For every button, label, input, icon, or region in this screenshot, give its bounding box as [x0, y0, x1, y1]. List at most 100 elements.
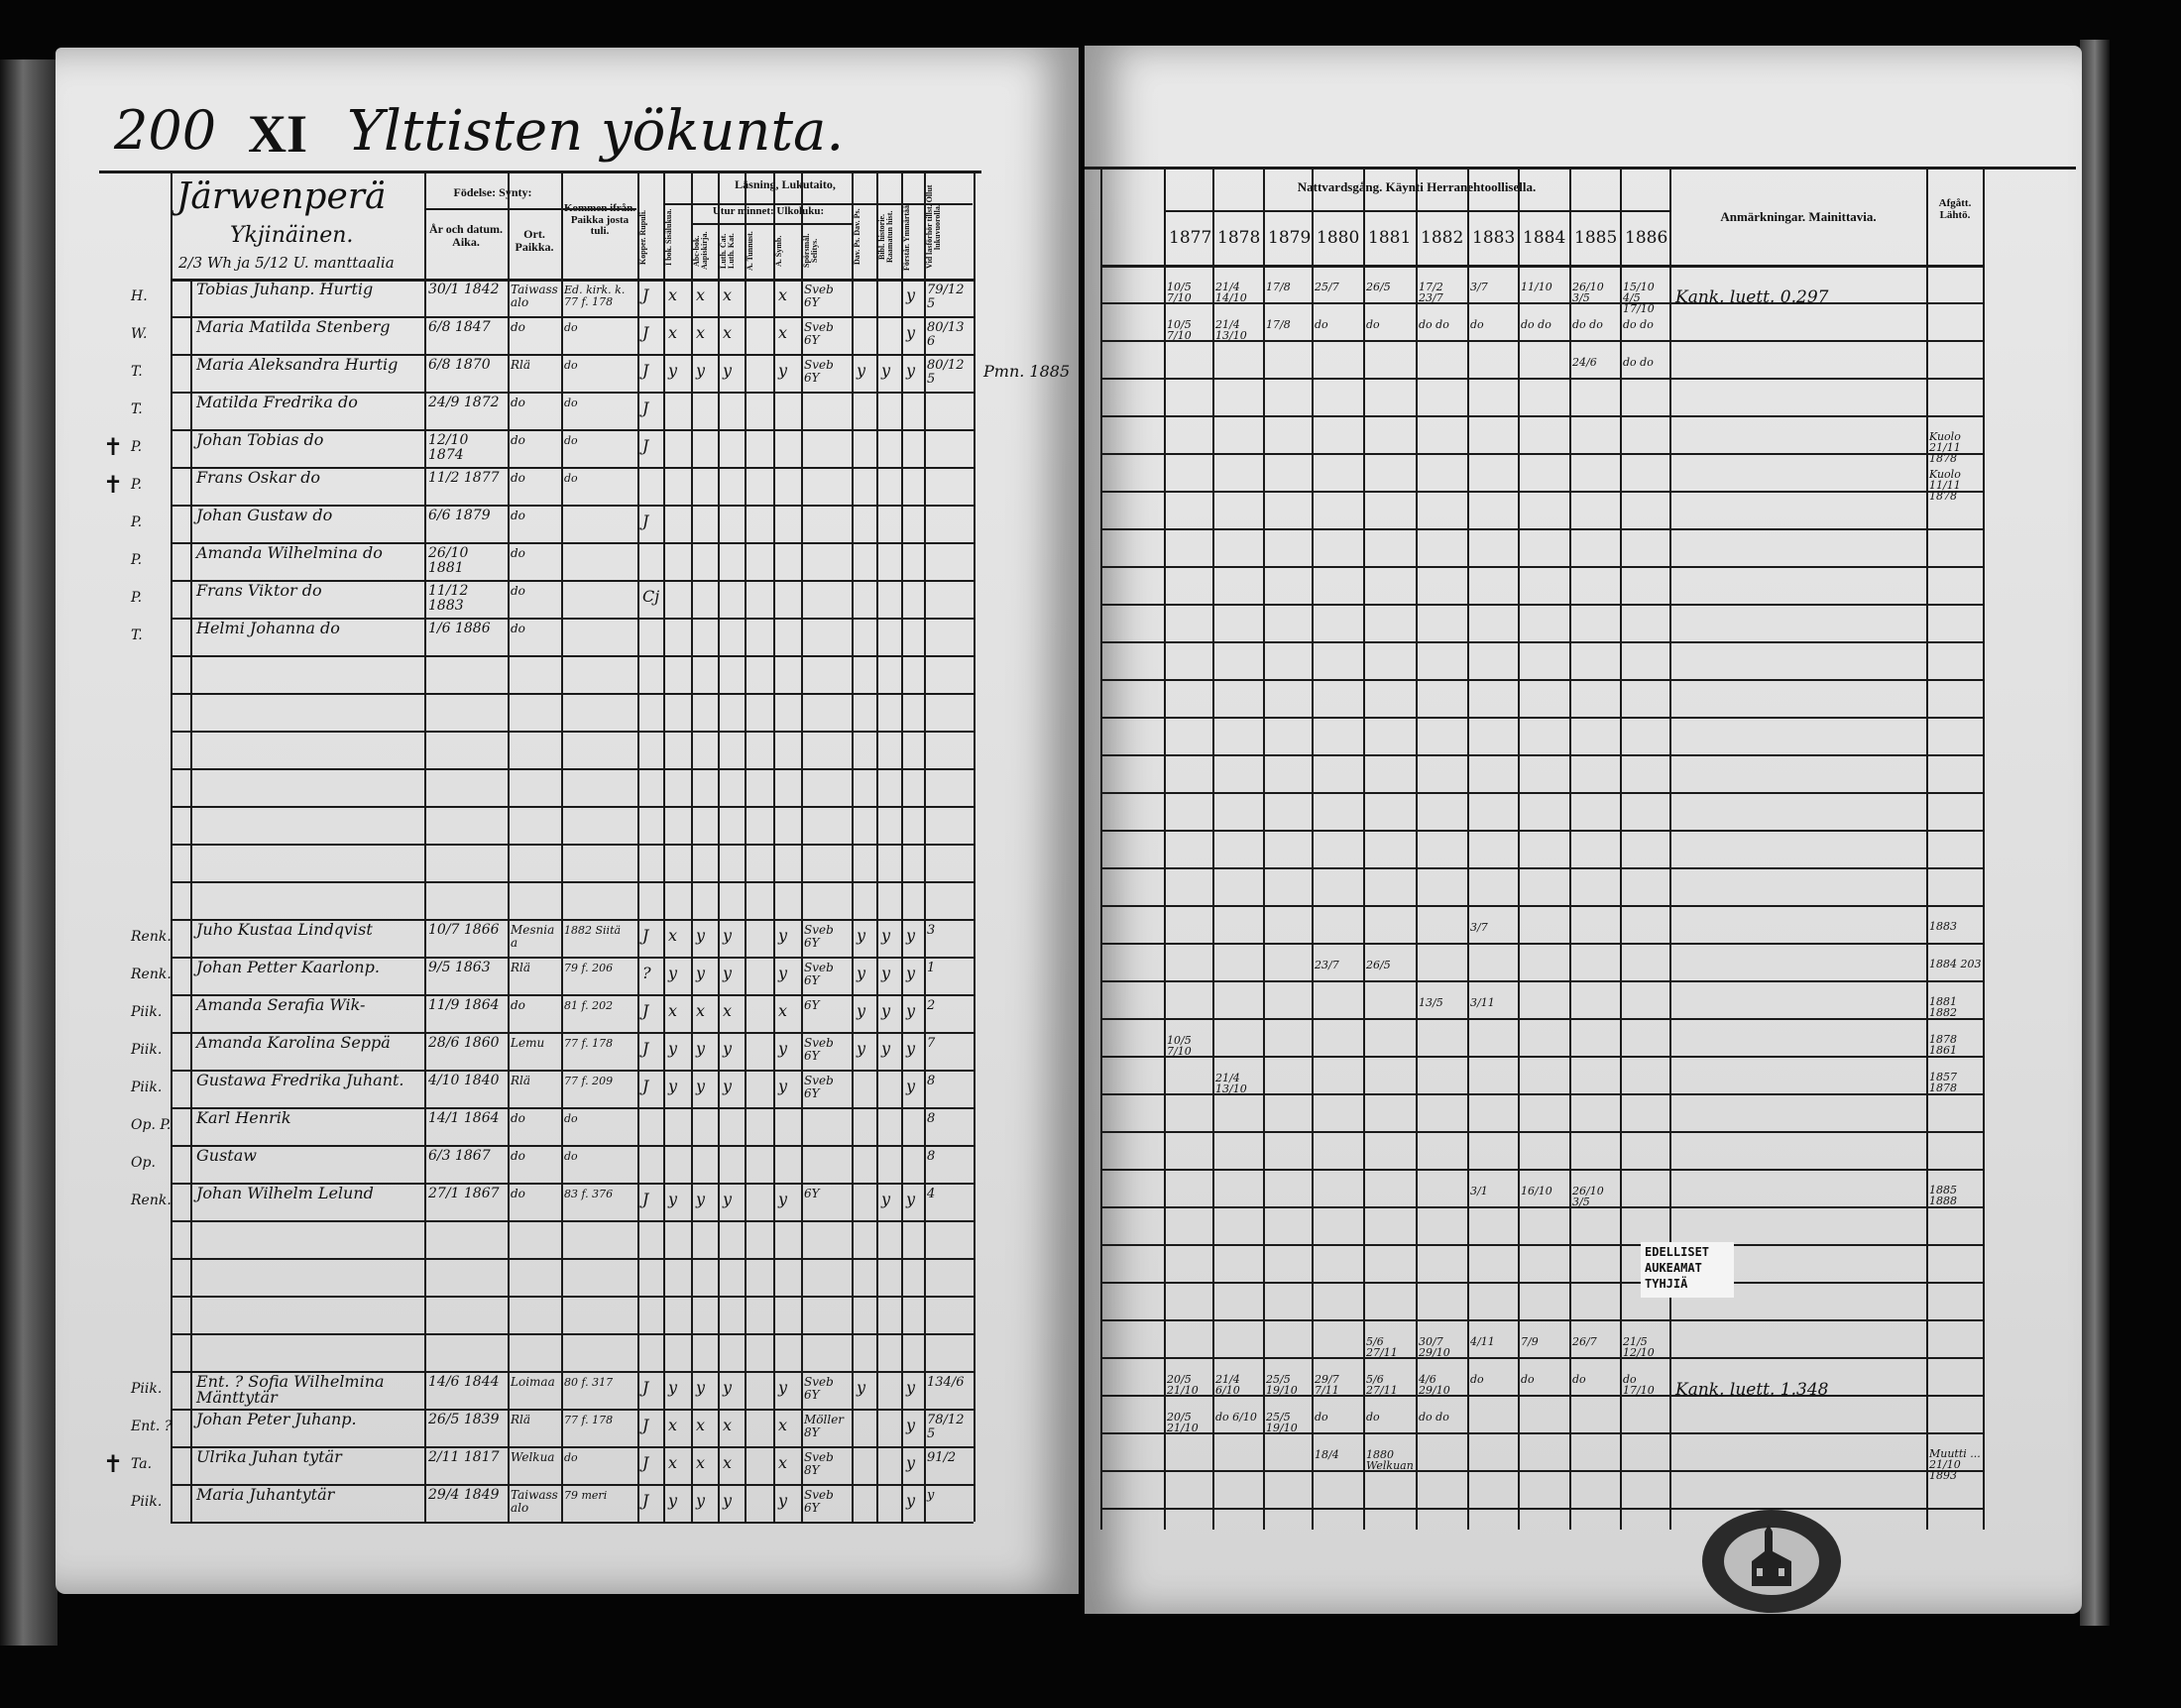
reading-mark: x — [668, 285, 678, 304]
communion-date: 11/10 — [1521, 281, 1552, 293]
came-from: 80 f. 317 — [564, 1376, 614, 1389]
birth-date: 26/5 1839 — [428, 1412, 500, 1427]
reading-mark: x — [668, 1416, 678, 1434]
row-line — [1100, 1357, 1983, 1359]
communion-date: do do — [1623, 356, 1654, 369]
communion-date: do do — [1419, 1411, 1449, 1423]
reading-mark: y — [881, 361, 891, 380]
year-header: 1883 — [1472, 228, 1516, 248]
row-line — [171, 429, 974, 431]
row-line — [1100, 1508, 1983, 1510]
row-line — [1100, 754, 1983, 756]
departed-note: 1883 — [1929, 920, 1957, 933]
row-line — [1100, 905, 1983, 907]
year-header: 1882 — [1421, 228, 1464, 248]
reading-mark: y — [906, 1491, 916, 1510]
reading-mark: y — [696, 964, 706, 982]
birth-date: 11/9 1864 — [428, 997, 500, 1013]
row-line — [171, 618, 974, 620]
reading-mark: x — [778, 285, 788, 304]
row-line — [171, 731, 974, 733]
row-line — [1100, 943, 1983, 945]
birth-date: 11/2 1877 — [428, 470, 500, 486]
reading-mark: Sveb 6Y — [804, 1036, 834, 1063]
reading-mark: x — [668, 926, 678, 945]
came-from: do — [564, 1451, 578, 1464]
status-mark: P. — [131, 514, 143, 530]
row-line — [171, 1371, 974, 1373]
row-line — [171, 392, 974, 394]
reading-mark: Sveb 6Y — [804, 961, 834, 987]
departed-note: 1857 1878 — [1929, 1071, 1957, 1094]
communion-date: do 17/10 — [1623, 1373, 1655, 1397]
birth-place: do — [511, 509, 525, 522]
column-line — [637, 173, 639, 1522]
row-line — [1100, 453, 1983, 455]
birth-place: Rlä — [511, 1074, 531, 1087]
departed-header: Afgått. Lähtö. — [1938, 197, 1972, 221]
reading-mark: y — [857, 964, 866, 982]
came-from: do — [564, 1112, 578, 1125]
person-name: Amanda Serafia Wik- — [196, 995, 366, 1014]
came-from: 79 f. 206 — [564, 962, 614, 974]
status-mark: P. — [131, 590, 143, 606]
column-header: Abc-bok. Aapiskirja. — [692, 231, 709, 271]
reading-mark: y — [857, 361, 866, 380]
communion-date: do 6/10 — [1215, 1411, 1257, 1423]
reading-mark: x — [723, 1453, 733, 1472]
communion-date: 26/7 — [1572, 1335, 1597, 1348]
status-mark: T. — [131, 627, 143, 643]
row-line — [1100, 1395, 1983, 1397]
row-line — [171, 806, 974, 808]
reading-mark: y — [857, 1039, 866, 1058]
departed-note: 1878 1861 — [1929, 1033, 1957, 1057]
came-from: do — [564, 321, 578, 334]
row-line — [1100, 265, 1983, 268]
header-rule — [99, 171, 981, 173]
header-subline — [691, 223, 852, 225]
reading-mark: y — [696, 1378, 706, 1397]
status-mark: P. — [131, 439, 143, 455]
reading-mark: 2 — [927, 998, 936, 1013]
birth-place: do — [511, 1149, 525, 1163]
mantal-text: 2/3 Wh ja 5/12 U. manttaalia — [178, 254, 395, 272]
reading-mark: x — [723, 323, 733, 342]
birth-header: Födelse: Synty: — [453, 185, 532, 199]
holding-name: Ykjinäinen. — [230, 223, 354, 248]
row-line — [1100, 641, 1983, 643]
row-line — [1100, 415, 1983, 417]
reading-mark: 6Y — [804, 1187, 820, 1200]
column-header: Dav. Ps. Dav. Ps. — [853, 208, 861, 266]
came-from: 81 f. 202 — [564, 999, 614, 1012]
notice-line: AUKEAMAT — [1645, 1261, 1702, 1275]
person-name: Frans Oskar do — [196, 468, 321, 487]
column-line — [1983, 170, 1985, 1530]
row-line — [171, 1183, 974, 1185]
cross-icon: ✝ — [103, 471, 124, 499]
reading-mark: x — [723, 285, 733, 304]
row-line — [171, 279, 974, 282]
year-header: 1885 — [1574, 228, 1618, 248]
column-header: Kopper. Rupuli. — [638, 209, 647, 265]
communion-date: 26/10 3/5 — [1572, 281, 1604, 304]
page-title: Ylttisten yökunta. — [347, 99, 845, 164]
reading-mark: y — [906, 964, 916, 982]
came-from: do — [564, 1150, 578, 1163]
came-from: 77 f. 209 — [564, 1075, 614, 1087]
departed-note: 1881 1882 — [1929, 995, 1957, 1019]
reading-mark: y — [778, 1190, 788, 1208]
communion-date: 1880 Welkuan — [1366, 1448, 1414, 1472]
birth-place: Rlä — [511, 1413, 531, 1426]
reading-mark: Sveb 6Y — [804, 358, 834, 385]
year-header: 1877 — [1169, 228, 1212, 248]
communion-date: do do — [1572, 318, 1603, 331]
column-header: Luth. Cat. Luth. Kat. — [719, 233, 736, 269]
row-line — [171, 844, 974, 846]
reading-mark: J — [642, 1039, 649, 1058]
birth-date: 14/6 1844 — [428, 1374, 500, 1390]
column-line — [1467, 170, 1469, 1530]
column-line — [1100, 170, 1102, 1530]
reading-mark: x — [778, 1453, 788, 1472]
birth-date: 1/6 1886 — [428, 621, 491, 636]
person-name: Johan Tobias do — [196, 430, 324, 449]
